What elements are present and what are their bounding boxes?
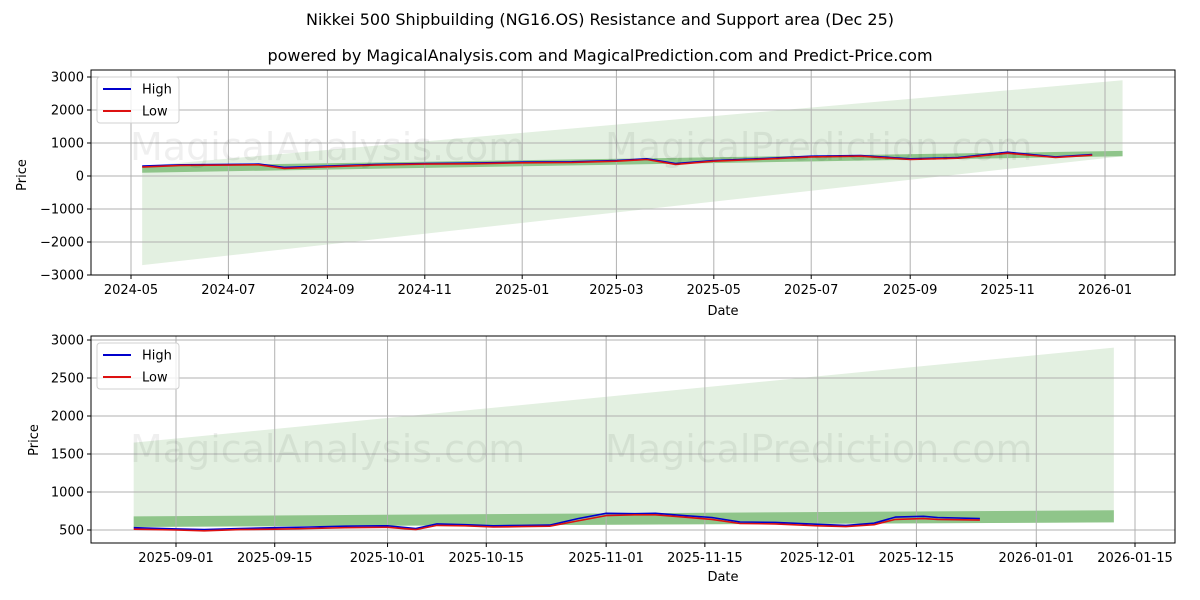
watermark-text: MagicalPrediction.com [605, 427, 1033, 471]
y-tick-label: −3000 [40, 269, 84, 284]
x-tick-label: 2025-11-15 [667, 551, 743, 566]
x-tick-label: 2025-09 [883, 283, 937, 298]
x-tick-label: 2024-09 [300, 283, 354, 298]
x-tick-label: 2024-05 [104, 283, 158, 298]
x-tick-label: 2025-11 [980, 283, 1034, 298]
chart-panel-1: MagicalAnalysis.com MagicalPrediction.com… [15, 69, 1176, 319]
watermark-text: MagicalPrediction.com [605, 125, 1033, 169]
x-tick-label: 2026-01-01 [998, 551, 1074, 566]
chart-title: Nikkei 500 Shipbuilding (NG16.OS) Resist… [305, 10, 895, 29]
x-tick-label: 2025-09-01 [138, 551, 214, 566]
x-tick-label: 2025-09-15 [237, 551, 313, 566]
chart-panel-2: MagicalAnalysis.com MagicalPrediction.com… [27, 334, 1176, 585]
chart-subtitle: powered by MagicalAnalysis.com and Magic… [267, 46, 933, 65]
x-tick-label: 2025-12-01 [780, 551, 856, 566]
legend: High Low [96, 76, 180, 124]
x-axis-label: Date [707, 570, 738, 585]
y-tick-label: 2000 [51, 410, 84, 425]
plot-area [91, 70, 1175, 275]
y-tick-label: 1000 [51, 486, 84, 501]
series-low-line [133, 513, 980, 532]
x-tick-label: 2025-05 [687, 283, 741, 298]
x-tick-label: 2026-01 [1078, 283, 1132, 298]
y-axis-label: Price [15, 159, 30, 191]
legend-label-low: Low [142, 371, 168, 386]
x-tick-label: 2024-11 [398, 283, 452, 298]
series-high-line [133, 512, 980, 531]
legend-label-low: Low [142, 105, 168, 120]
y-tick-label: −2000 [40, 236, 84, 251]
x-tick-label: 2025-03 [589, 283, 643, 298]
support-resistance-band [133, 510, 1114, 527]
legend: High Low [96, 342, 180, 390]
axes-frame [90, 335, 1176, 544]
axes-frame [90, 69, 1176, 276]
plot-area [91, 336, 1175, 543]
x-tick-label: 2025-01 [495, 283, 549, 298]
x-tick-label: 2025-07 [784, 283, 838, 298]
watermark-text: MagicalAnalysis.com [130, 427, 525, 471]
y-tick-label: 3000 [51, 71, 84, 86]
x-axis-label: Date [707, 304, 738, 319]
x-tick-label: 2025-11-01 [568, 551, 644, 566]
legend-label-high: High [142, 83, 172, 98]
legend-label-high: High [142, 349, 172, 364]
y-tick-label: −1000 [40, 203, 84, 218]
x-tick-label: 2026-01-15 [1097, 551, 1173, 566]
y-tick-label: 1000 [51, 137, 84, 152]
y-tick-label: 500 [59, 524, 84, 539]
y-tick-label: 2500 [51, 372, 84, 387]
x-tick-label: 2025-10-15 [448, 551, 524, 566]
x-tick-label: 2024-07 [201, 283, 255, 298]
y-axis-label: Price [27, 424, 42, 456]
prediction-band [133, 347, 1114, 527]
y-tick-label: 2000 [51, 104, 84, 119]
y-tick-label: 3000 [51, 334, 84, 349]
watermark-text: MagicalAnalysis.com [130, 125, 525, 169]
prediction-band [142, 80, 1123, 266]
series-low-line [142, 152, 1093, 170]
x-tick-label: 2025-10-01 [350, 551, 426, 566]
x-tick-label: 2025-12-15 [879, 551, 955, 566]
y-tick-label: 0 [76, 170, 84, 185]
y-tick-label: 1500 [51, 448, 84, 463]
